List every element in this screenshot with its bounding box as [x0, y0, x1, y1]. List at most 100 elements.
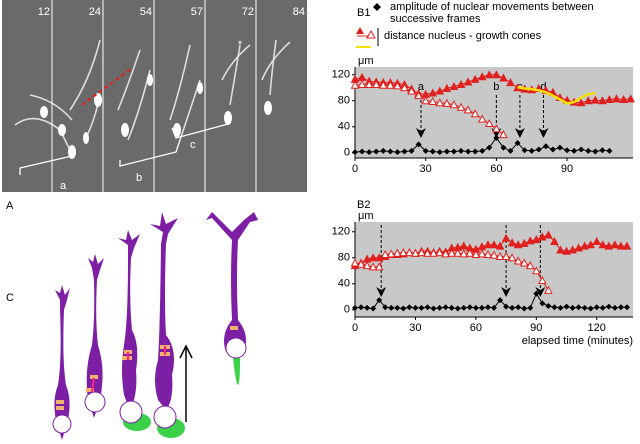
filled-triangle-marker — [442, 83, 452, 92]
diamond-marker — [515, 304, 522, 311]
y-tick-label: 0 — [344, 147, 350, 159]
brackets — [19, 118, 229, 175]
diamond-marker — [454, 305, 461, 312]
panel-label: A — [6, 200, 14, 212]
hollow-triangle-marker — [499, 130, 508, 139]
x-tick-label: 120 — [588, 322, 606, 334]
diamond-marker — [587, 305, 594, 312]
filled-triangle-marker — [449, 81, 459, 90]
filled-triangle-marker — [590, 95, 600, 104]
filled-triangle-marker — [477, 72, 487, 81]
diamond-marker — [571, 147, 578, 154]
diamond-marker — [564, 147, 571, 154]
hollow-triangle-marker — [407, 86, 416, 95]
hollow-triangle-marker — [495, 251, 505, 260]
diamond-marker — [535, 146, 542, 153]
diamond-marker — [436, 304, 443, 311]
diamond-marker — [408, 147, 415, 154]
diamond-marker — [623, 304, 630, 311]
diamond-marker — [442, 304, 449, 311]
hollow-triangle-marker — [489, 250, 499, 259]
legend-marks — [356, 3, 381, 48]
filled-triangle-marker — [605, 94, 614, 103]
hollow-triangle-marker — [471, 249, 481, 259]
hollow-triangle-marker — [453, 248, 463, 257]
hollow-triangle-marker — [435, 248, 444, 257]
diamond-marker — [458, 147, 465, 154]
diamond-marker — [557, 304, 564, 311]
diamond-marker — [593, 304, 600, 311]
diamond-marker — [533, 290, 540, 297]
diamond-marker — [545, 302, 552, 309]
filled-triangle-marker — [492, 70, 501, 79]
panel-label: B1 — [357, 7, 370, 19]
filled-triangle-marker — [428, 88, 438, 97]
diamond-marker — [486, 144, 493, 151]
diamond-marker — [507, 147, 514, 154]
diamond-marker — [503, 303, 510, 310]
diamond-marker — [359, 148, 366, 155]
annotation-arrow-head — [514, 128, 525, 138]
cells — [14, 39, 291, 151]
hollow-triangle-marker — [538, 276, 547, 285]
filled-triangle-marker — [562, 246, 571, 255]
diamond-marker — [549, 146, 556, 153]
y-tick-label: 120 — [332, 226, 350, 238]
diamond-marker — [415, 141, 422, 148]
diamond-marker — [366, 149, 373, 156]
x-tick-label: 30 — [409, 322, 421, 334]
diamond-marker — [460, 304, 467, 311]
diamond-marker — [387, 148, 394, 155]
diamond-marker — [539, 300, 546, 307]
diamond-marker — [448, 304, 455, 311]
y-tick-label: 120 — [332, 69, 350, 81]
hollow-triangle-marker — [449, 100, 459, 109]
filled-triangle-marker — [592, 236, 602, 246]
y-tick-label: 40 — [338, 121, 350, 133]
filled-triangle-marker — [470, 74, 480, 83]
diamond-marker — [406, 304, 413, 311]
filled-triangle-marker — [576, 98, 586, 107]
y-tick-label: 0 — [344, 304, 350, 316]
filled-triangle-marker — [544, 230, 553, 239]
filled-triangle-marker — [499, 73, 508, 82]
diamond-marker — [394, 304, 401, 311]
filled-triangle-marker — [598, 96, 607, 105]
diamond-marker — [429, 148, 436, 155]
hollow-triangle-marker — [484, 118, 494, 128]
diamond-marker — [376, 297, 383, 304]
diamond-marker — [364, 304, 371, 311]
hollow-triangle-marker — [350, 258, 360, 267]
diamond-marker — [478, 304, 485, 311]
plot-area — [355, 222, 633, 317]
hollow-triangle-marker — [364, 79, 374, 89]
hollow-triangle-marker — [411, 248, 420, 257]
hollow-triangle-marker — [477, 249, 487, 258]
filled-triangle-marker — [580, 241, 589, 250]
x-axis-label: elapsed time (minutes) — [522, 335, 633, 347]
diamond-marker — [472, 148, 479, 155]
diamond-marker — [422, 147, 429, 154]
hollow-triangle-marker — [442, 98, 452, 107]
filled-triangle-marker — [586, 240, 596, 249]
hollow-triangle-marker — [378, 80, 388, 89]
frame-dividers — [51, 0, 257, 192]
diamond-marker — [352, 304, 358, 311]
diamond-marker — [563, 303, 570, 310]
star: * — [238, 39, 243, 51]
filled-triangle-marker — [610, 240, 620, 249]
hollow-triangle-marker — [356, 259, 366, 268]
hollow-triangle-marker — [477, 114, 487, 123]
hollow-triangle-marker — [519, 258, 529, 267]
hollow-triangle-marker — [435, 98, 445, 107]
diamond-marker — [472, 304, 479, 311]
hollow-triangle-marker — [368, 262, 378, 271]
filled-triangle-marker — [513, 240, 523, 249]
hollow-triangle-marker — [423, 248, 432, 257]
filled-triangle-marker — [483, 240, 493, 249]
diamond-marker — [465, 148, 472, 155]
x-tick-label: 0 — [352, 163, 358, 175]
series-line — [517, 85, 596, 105]
